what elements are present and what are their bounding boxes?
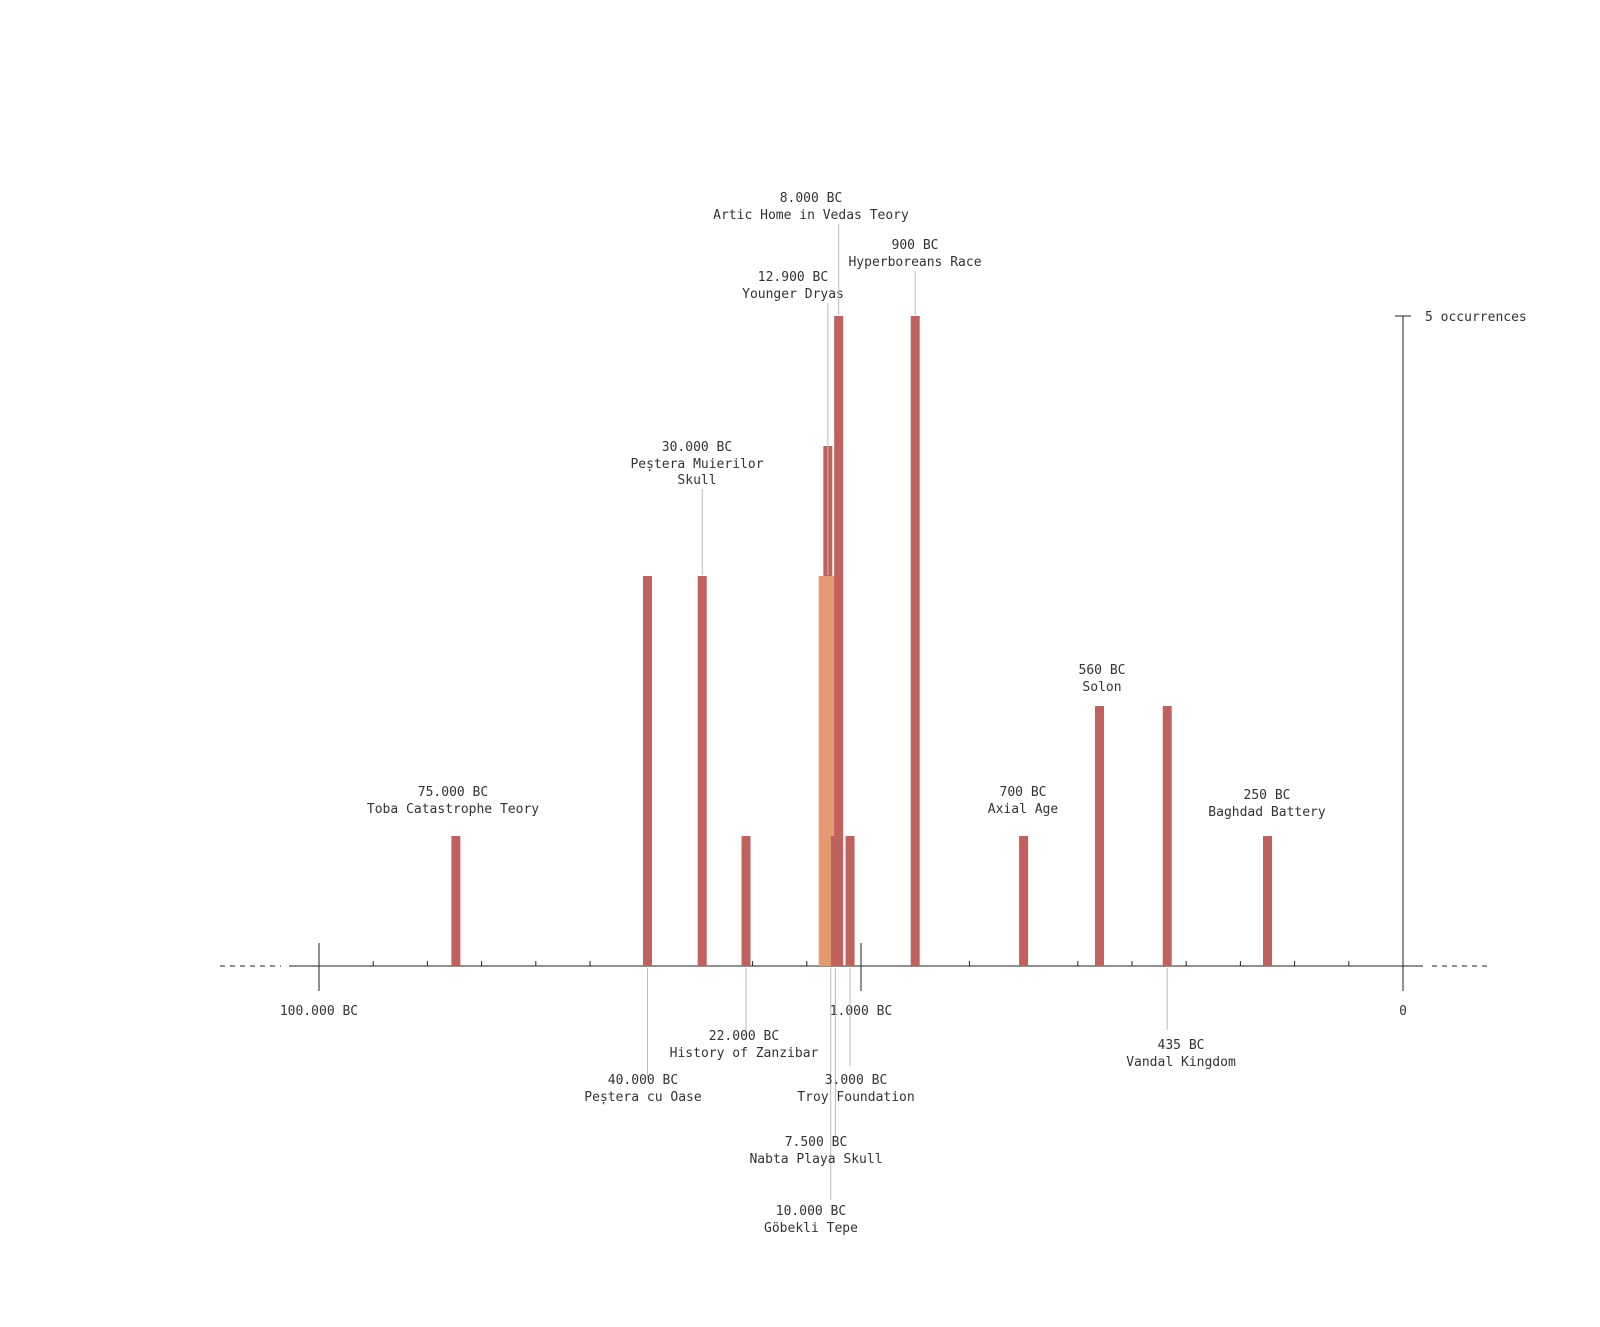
event-name-troy-foundation: Troy Foundation (797, 1090, 914, 1105)
event-name-baghdad-battery: Baghdad Battery (1208, 805, 1326, 820)
event-date-younger-dryas: 12.900 BC (758, 270, 828, 285)
event-name-vandal-kingdom: Vandal Kingdom (1126, 1055, 1236, 1070)
event-date-nabta-playa-skull: 7.500 BC (785, 1135, 848, 1150)
label-layer: 75.000 BC Toba Catastrophe Teory 40.000 BC… (367, 191, 1326, 1236)
bar-troy-foundation[interactable] (845, 836, 855, 966)
bar-solon[interactable] (1094, 706, 1104, 966)
bar-toba-catastrophe-teory[interactable] (451, 836, 461, 966)
event-name-artic-home-in-vedas-teory: Artic Home in Vedas Teory (713, 208, 909, 223)
bar-pe-tera-muierilor-skull[interactable] (697, 576, 707, 966)
axis-layer: 100.000 BC 1.000 BC 0 5 occurrences (220, 310, 1527, 1019)
bar-pe-tera-cu-oase[interactable] (642, 576, 652, 966)
event-date-axial-age: 700 BC (1000, 785, 1047, 800)
event-name-g-bekli-tepe: Göbekli Tepe (764, 1221, 858, 1236)
event-date-g-bekli-tepe: 10.000 BC (776, 1204, 846, 1219)
event-date-baghdad-battery: 250 BC (1244, 788, 1291, 803)
event-name-pe-tera-cu-oase: Peștera cu Oase (584, 1090, 702, 1105)
event-date-troy-foundation: 3.000 BC (825, 1073, 888, 1088)
event-date-artic-home-in-vedas-teory: 8.000 BC (780, 191, 843, 206)
event-name-history-of-zanzibar: History of Zanzibar (670, 1046, 819, 1061)
event-date-vandal-kingdom: 435 BC (1158, 1038, 1205, 1053)
event-name-hyperboreans-race: Hyperboreans Race (848, 255, 981, 270)
bar-nabta-playa-skull[interactable] (830, 836, 840, 966)
y-max-label: 5 occurrences (1425, 310, 1527, 325)
event-date-hyperboreans-race: 900 BC (892, 238, 939, 253)
bar-hyperboreans-race[interactable] (910, 316, 920, 966)
bar-baghdad-battery[interactable] (1263, 836, 1272, 966)
event-date-history-of-zanzibar: 22.000 BC (709, 1029, 779, 1044)
x-tick-label: 0 (1399, 1004, 1407, 1019)
x-tick-label: 1.000 BC (830, 1004, 893, 1019)
bar-artic-home-in-vedas-teory[interactable] (834, 316, 844, 966)
event-name-axial-age: Axial Age (988, 802, 1059, 817)
event-name-solon: Solon (1082, 680, 1121, 695)
event-name-nabta-playa-skull: Nabta Playa Skull (749, 1152, 882, 1167)
event-date-pe-tera-muierilor-skull: 30.000 BC (662, 440, 732, 455)
event-name-toba-catastrophe-teory: Toba Catastrophe Teory (367, 802, 539, 817)
event-name-younger-dryas: Younger Dryas (742, 287, 844, 302)
event-name-pe-tera-muierilor-skull: Peștera Muierilor Skull (630, 457, 763, 488)
bar-history-of-zanzibar[interactable] (741, 836, 751, 966)
bar-axial-age[interactable] (1019, 836, 1029, 966)
bar-layer (451, 316, 1272, 966)
event-date-pe-tera-cu-oase: 40.000 BC (608, 1073, 678, 1088)
bar-vandal-kingdom[interactable] (1162, 706, 1172, 966)
x-tick-label: 100.000 BC (280, 1004, 358, 1019)
event-date-toba-catastrophe-teory: 75.000 BC (418, 785, 488, 800)
event-date-solon: 560 BC (1079, 663, 1126, 678)
